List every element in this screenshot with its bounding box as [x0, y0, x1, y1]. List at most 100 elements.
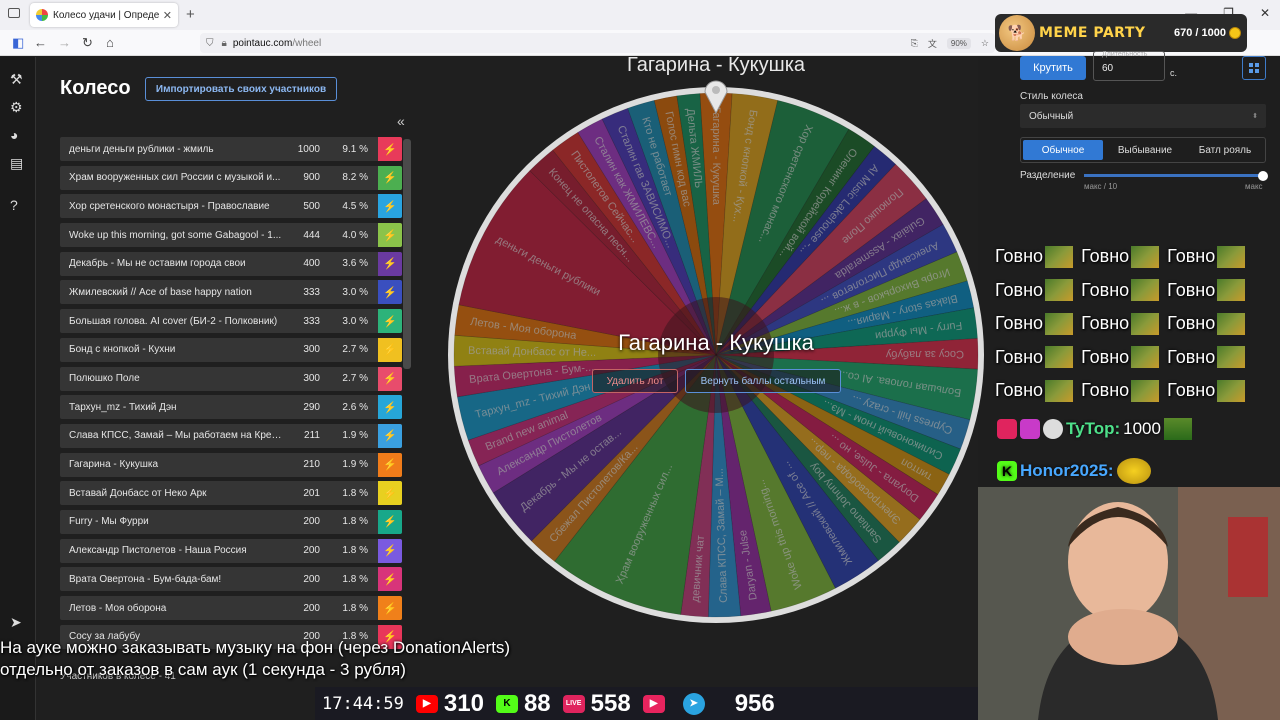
lot-row[interactable]: Слава КПСС, Замай – Мы работаем на Кремл…	[60, 423, 402, 448]
lot-row[interactable]: Woke up this morning, got some Gabagool …	[60, 223, 402, 248]
shield-icon[interactable]: ⛉	[206, 37, 214, 49]
import-participants-button[interactable]: Импортировать своих участников	[145, 77, 337, 101]
lot-row[interactable]: Большая голова. AI cover (БИ-2 - Полковн…	[60, 309, 402, 334]
lot-cast-icon[interactable]: ⚡	[378, 280, 402, 305]
coin-icon	[1229, 27, 1241, 39]
lot-cast-icon[interactable]: ⚡	[378, 509, 402, 534]
collapse-panel-icon[interactable]: «	[397, 113, 405, 129]
wheel-pie-icon[interactable]: ◕	[10, 127, 19, 143]
clipboard-icon[interactable]: ▤	[10, 155, 24, 171]
bookmark-star-icon[interactable]: ☆	[980, 37, 989, 48]
help-icon[interactable]: ?	[10, 197, 18, 213]
chat-message-honor: K Honor2025:	[997, 458, 1159, 484]
lot-row[interactable]: Бонд с кнопкой - Кухни 300 2.7 % ⚡	[60, 337, 402, 362]
return-points-button[interactable]: Вернуть баллы остальным	[685, 369, 841, 393]
close-tab-icon[interactable]: ✕	[162, 9, 172, 22]
lot-cast-icon[interactable]: ⚡	[378, 366, 402, 391]
lot-row[interactable]: Декабрь - Мы не оставим города свои 400 3.…	[60, 251, 402, 276]
lot-name: Полюшко Поле	[69, 373, 140, 384]
wheel-segment	[715, 354, 939, 520]
lock-icon[interactable]: 🔒︎	[221, 37, 227, 49]
maximize-icon[interactable]: ❐	[1223, 6, 1234, 20]
chat-word: Говно	[1081, 279, 1130, 300]
lot-row[interactable]: деньги деньги рублики - жмиль 1000 9.1 % ⚡	[60, 137, 402, 161]
lot-row[interactable]: Furry - Мы Фурри 200 1.8 % ⚡	[60, 509, 402, 534]
lot-row[interactable]: Вставай Донбасс от Неко Арк 201 1.8 % ⚡	[60, 481, 402, 506]
lot-cast-icon[interactable]: ⚡	[378, 309, 402, 334]
lot-cast-icon[interactable]: ⚡	[378, 165, 402, 190]
chat-emote-icon	[1131, 379, 1160, 402]
browser-tab[interactable]: Колесо удачи | Определите по ✕	[30, 3, 178, 27]
wheel-segment	[453, 334, 717, 367]
telegram-icon[interactable]: ➤	[10, 614, 22, 630]
wheel-segment	[715, 307, 978, 356]
lot-cast-icon[interactable]: ⚡	[378, 596, 402, 620]
reload-icon[interactable]: ↻	[82, 35, 93, 50]
lot-row[interactable]: Александр Пистолетов - Наша Россия 200 1.8…	[60, 538, 402, 563]
lot-amount: 400	[303, 258, 320, 270]
vk-video-icon: ▶	[642, 694, 665, 713]
lot-row[interactable]: Полюшко Поле 300 2.7 % ⚡	[60, 366, 402, 391]
grid-toggle-button[interactable]	[1242, 56, 1266, 80]
lot-row[interactable]: Врата Овертона - Бум-бада-бам! 200 1.8 % ⚡	[60, 567, 402, 592]
close-window-icon[interactable]: ✕	[1259, 6, 1270, 20]
lot-cast-icon[interactable]: ⚡	[378, 251, 402, 276]
lot-cast-icon[interactable]: ⚡	[378, 194, 402, 219]
lot-cast-icon[interactable]: ⚡	[378, 137, 402, 161]
address-bar[interactable]: ⛉ 🔒︎ pointauc.com/wheel ⎘ 文 90% ☆	[200, 33, 995, 53]
lot-cast-icon[interactable]: ⚡	[378, 423, 402, 448]
lot-cast-icon[interactable]: ⚡	[378, 337, 402, 362]
forward-icon[interactable]: →	[58, 35, 71, 50]
wheel-segment-label: Гагарина - Кукушка	[710, 107, 722, 206]
chat-word: Говно	[995, 313, 1044, 334]
translate-icon[interactable]: 文	[927, 38, 937, 49]
lot-row[interactable]: Жмилевский // Ace of base happy nation 33…	[60, 280, 402, 305]
chat-emote-icon	[1131, 312, 1160, 335]
lot-percent: 2.7 %	[342, 373, 368, 384]
lot-row[interactable]: Хор сретенского монастыря - Православие 5…	[60, 194, 402, 219]
delete-lot-button[interactable]: Удалить лот	[592, 369, 678, 393]
lot-cast-icon[interactable]: ⚡	[378, 223, 402, 248]
new-tab-icon[interactable]: +	[186, 6, 195, 23]
mode-battle-royale[interactable]: Батл рояль	[1198, 144, 1252, 156]
lot-list-scrollbar[interactable]	[403, 139, 411, 369]
wheel-segment	[627, 100, 717, 356]
lot-cast-icon[interactable]: ⚡	[378, 567, 402, 592]
lot-row[interactable]: Храм вооруженных сил России с музыкой и.…	[60, 165, 402, 190]
lot-cast-icon[interactable]: ⚡	[378, 452, 402, 477]
tab-list-icon[interactable]	[8, 8, 20, 18]
lot-cast-icon[interactable]: ⚡	[378, 538, 402, 563]
zoom-level[interactable]: 90%	[946, 37, 971, 49]
lot-percent: 2.7 %	[342, 344, 368, 356]
webcam-feed	[978, 487, 1280, 720]
mode-elimination[interactable]: Выбывание	[1117, 144, 1173, 156]
chat-message: Говно Говно Говно	[995, 240, 1280, 274]
lot-name: Woke up this morning, got some Gabagool …	[69, 229, 282, 241]
split-slider-thumb[interactable]	[1258, 171, 1268, 181]
clock: 17:44:59	[322, 693, 404, 714]
duration-input[interactable]	[1093, 51, 1165, 81]
mode-normal[interactable]: Обычное	[1023, 140, 1103, 160]
lot-cast-icon[interactable]: ⚡	[378, 624, 402, 649]
split-slider[interactable]	[1084, 174, 1264, 177]
lot-row[interactable]: Сосу за лабубу 200 1.8 % ⚡	[60, 624, 402, 649]
lot-amount: 200	[303, 573, 320, 585]
settings-gear-icon[interactable]: ⚙	[10, 99, 23, 115]
lot-name: Хор сретенского монастыря - Православие	[69, 200, 270, 212]
lot-row[interactable]: Гагарина - Кукушка 210 1.9 % ⚡	[60, 452, 402, 477]
chat-emote-icon	[1045, 279, 1074, 302]
lot-cast-icon[interactable]: ⚡	[378, 481, 402, 506]
auction-hammer-icon[interactable]: ⚒	[10, 71, 23, 87]
spin-button[interactable]: Крутить	[1020, 56, 1086, 80]
duration-value: 60	[1102, 63, 1114, 74]
participants-count: Участников в колесе - 41	[60, 671, 176, 682]
lot-cast-icon[interactable]: ⚡	[378, 395, 402, 420]
wheel-style-select[interactable]: Обычный ⬍	[1020, 104, 1266, 128]
lot-percent: 1.9 %	[342, 459, 368, 471]
lot-row[interactable]: Тархун_mz - Тихий Дэн 290 2.6 % ⚡	[60, 395, 402, 420]
page-action-icon[interactable]: ⎘	[910, 37, 918, 48]
home-icon[interactable]: ⌂	[106, 35, 114, 50]
sidebar-toggle-icon[interactable]: ◧	[12, 35, 25, 50]
lot-row[interactable]: Летов - Моя оборона 200 1.8 % ⚡	[60, 596, 402, 620]
back-icon[interactable]: ←	[34, 35, 47, 50]
